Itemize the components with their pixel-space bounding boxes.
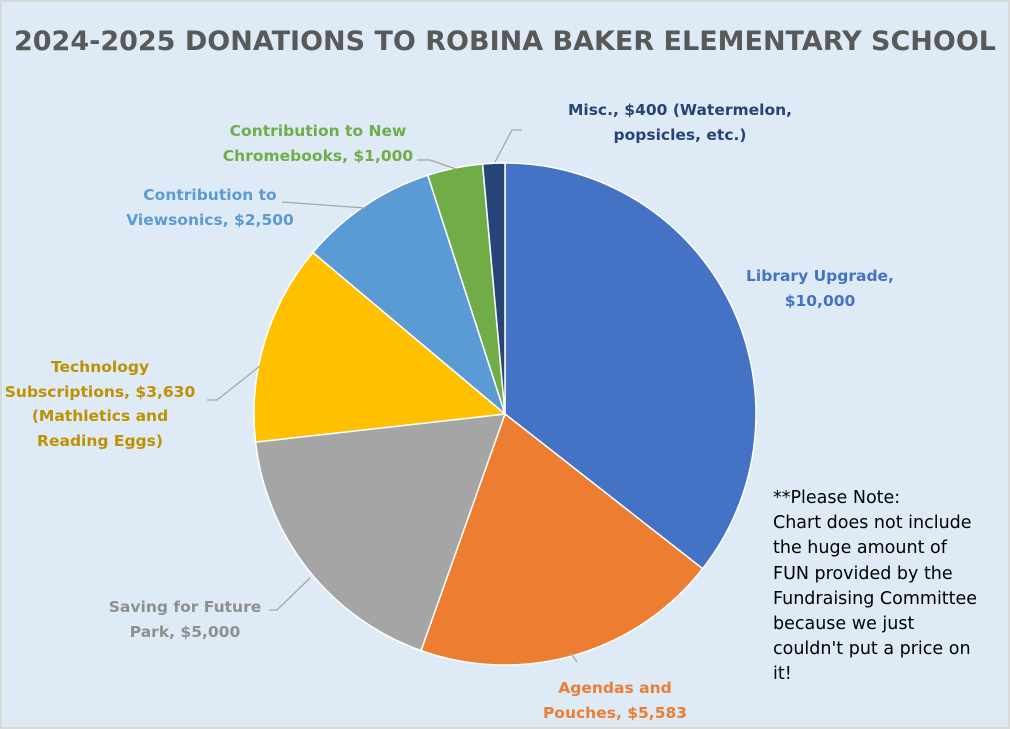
- data-label-line: (Mathletics and: [31, 407, 169, 425]
- data-label-line: Library Upgrade,: [746, 267, 894, 285]
- data-label-line: Viewsonics, $2,500: [126, 210, 294, 229]
- data-label-line: Misc., $400 (Watermelon,: [567, 101, 793, 119]
- note-line: Fundraising Committee: [773, 588, 978, 609]
- note-line: FUN provided by the: [773, 563, 953, 584]
- chart-title: 2024-2025 DONATIONS TO ROBINA BAKER ELEM…: [13, 26, 997, 57]
- data-label-line: Subscriptions, $3,630: [4, 382, 196, 401]
- pie-slice-saving-future-park: [254, 413, 507, 652]
- leader-line-chromebooks: [417, 159, 457, 170]
- data-label-chromebooks: Contribution to New Chromebooks, $1,000: [223, 119, 413, 168]
- data-label-library-upgrade: Library Upgrade, $10,000: [746, 264, 894, 313]
- data-label-line: Technology: [50, 358, 150, 376]
- data-label-line: Chromebooks, $1,000: [222, 146, 414, 165]
- data-label-line: Contribution to New: [229, 122, 407, 140]
- pie-slice-misc: [481, 162, 506, 415]
- leader-line-saving-future-park: [269, 577, 311, 611]
- data-label-line: $10,000: [784, 291, 856, 310]
- pie-slice-technology-subscriptions: [253, 251, 507, 443]
- data-label-saving-future-park: Saving for Future Park, $5,000: [109, 595, 261, 644]
- data-label-line: Saving for Future: [108, 598, 262, 616]
- data-label-line: Park, $5,000: [129, 622, 241, 641]
- leader-line-agendas-pouches: [569, 651, 578, 663]
- leader-line-technology-subscriptions: [207, 365, 261, 401]
- note-line: couldn't put a price on: [773, 639, 971, 660]
- chart-note: **Please Note: Chart does not include th…: [773, 486, 977, 688]
- note-line: Chart does not include: [773, 513, 972, 534]
- pie-slice-agendas-pouches: [420, 412, 704, 666]
- leader-line-viewsonics: [281, 201, 366, 209]
- note-line: because we just: [773, 614, 915, 635]
- data-label-line: popsicles, etc.): [613, 125, 747, 144]
- data-label-misc: Misc., $400 (Watermelon, popsicles, etc.): [568, 98, 792, 147]
- data-label-line: Contribution to: [143, 186, 277, 204]
- note-line: the huge amount of: [773, 538, 947, 559]
- leader-line-misc: [494, 129, 522, 163]
- note-line: it!: [773, 664, 792, 685]
- data-label-agendas-pouches: Agendas and Pouches, $5,583: [543, 676, 687, 725]
- data-label-technology-subscriptions: Technology Subscriptions, $3,630 (Mathleti…: [5, 355, 196, 453]
- data-label-viewsonics: Contribution to Viewsonics, $2,500: [126, 183, 294, 232]
- data-label-line: Agendas and: [558, 679, 672, 697]
- note-line: **Please Note:: [773, 488, 901, 508]
- pie-slice-viewsonics: [311, 174, 507, 417]
- data-label-line: Pouches, $5,583: [542, 703, 688, 722]
- data-label-line: Reading Eggs): [37, 431, 163, 450]
- pie-slice-library-upgrade: [504, 162, 757, 570]
